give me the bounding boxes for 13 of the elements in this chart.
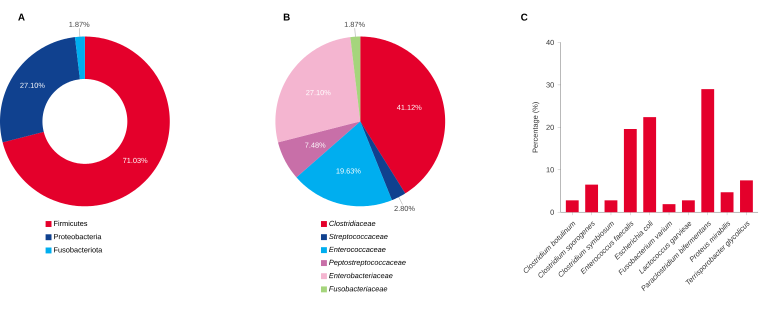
bar: [585, 184, 598, 212]
bar: [701, 89, 714, 212]
chart-title: B: [284, 14, 290, 21]
chart-title: A: [18, 14, 25, 21]
bar: [720, 192, 734, 212]
bar: [604, 200, 618, 212]
chart-title: C: [521, 14, 528, 21]
bar: [643, 117, 656, 212]
bar: [566, 200, 579, 212]
bar: [624, 129, 637, 212]
bar: [740, 180, 753, 212]
bar: [682, 200, 695, 212]
bar: [662, 204, 676, 212]
